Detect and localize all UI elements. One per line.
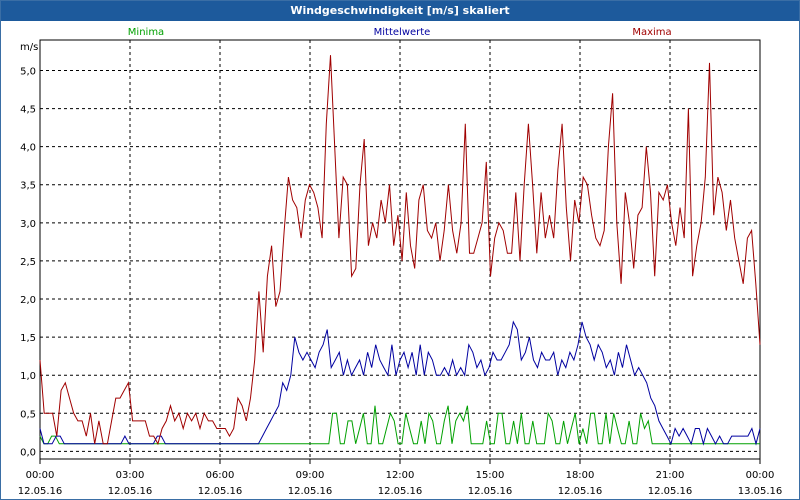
x-tick-time: 09:00: [296, 470, 325, 481]
series-line-minima: [39, 405, 760, 445]
x-tick-date: 12.05.16: [378, 486, 423, 497]
chart-title: Windgeschwindigkeit [m/s] skaliert: [1, 1, 799, 21]
x-tick-date: 12.05.16: [288, 486, 333, 497]
x-tick-time: 12:00: [386, 470, 415, 481]
x-tick-time: 21:00: [656, 470, 685, 481]
y-tick-label: 0,0: [20, 447, 36, 458]
series-lines: [39, 55, 761, 446]
y-tick-label: 1,5: [20, 333, 36, 344]
x-tick-date: 12.05.16: [468, 486, 513, 497]
x-tick-date: 12.05.16: [108, 486, 153, 497]
x-tick-time: 06:00: [206, 470, 235, 481]
legend: Minima Mittelwerte Maxima: [128, 27, 672, 38]
x-tick-date: 13.05.16: [738, 486, 783, 497]
y-axis-ticks: 0,0 0,5 1,0 1,5 2,0 2,5 3,0 3,5 4,0 4,5 5,0: [20, 66, 36, 458]
x-tick-time: 15:00: [476, 470, 505, 481]
y-tick-label: 3,5: [20, 181, 36, 192]
y-tick-label: 2,0: [20, 295, 36, 306]
y-tick-label: 4,5: [20, 105, 36, 116]
x-tick-date: 12.05.16: [648, 486, 693, 497]
y-tick-label: 2,5: [20, 257, 36, 268]
y-tick-label: 0,5: [20, 409, 36, 420]
y-axis-label: m/s: [20, 42, 38, 53]
y-tick-label: 1,0: [20, 371, 36, 382]
y-tick-label: 5,0: [20, 66, 36, 77]
y-tick-label: 4,0: [20, 143, 36, 154]
x-tick-date: 12.05.16: [198, 486, 243, 497]
x-tick-time: 00:00: [26, 470, 55, 481]
series-line-maxima: [39, 55, 761, 446]
x-tick-date: 12.05.16: [558, 486, 603, 497]
legend-maxima: Maxima: [632, 27, 671, 38]
x-tick-time: 03:00: [116, 470, 145, 481]
x-tick-date: 12.05.16: [18, 486, 63, 497]
x-tick-time: 18:00: [566, 470, 595, 481]
grid-lines: [40, 40, 760, 459]
legend-mittelwerte: Mittelwerte: [374, 27, 431, 38]
y-tick-label: 3,0: [20, 219, 36, 230]
x-tick-time: 00:00: [746, 470, 775, 481]
x-axis-ticks: 00:00 12.05.16 03:00 12.05.16 06:00 12.05.16 0…: [18, 459, 783, 497]
legend-minima: Minima: [128, 27, 164, 38]
